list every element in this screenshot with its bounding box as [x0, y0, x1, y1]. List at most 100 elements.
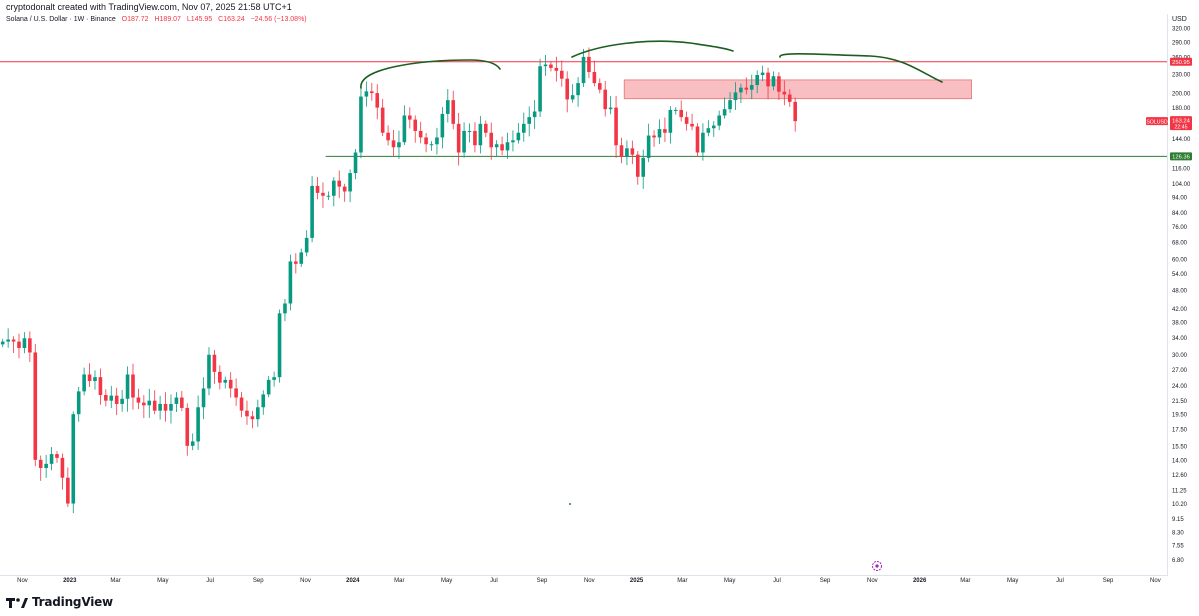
candle — [60, 453, 65, 490]
candle-body — [570, 95, 575, 100]
candle — [304, 230, 309, 257]
candle-body — [706, 128, 711, 133]
candle-body — [152, 400, 157, 411]
candle-body — [527, 117, 532, 124]
candle-body — [71, 414, 76, 504]
candle — [256, 399, 260, 427]
candle-body — [489, 132, 494, 148]
candle-body — [76, 391, 81, 415]
candles-layer — [0, 47, 797, 514]
candle — [505, 132, 510, 159]
candle — [630, 140, 635, 165]
time-tick-label: Jul — [206, 578, 214, 584]
candle — [190, 433, 195, 451]
price-tick-label: 34.00 — [1172, 336, 1188, 342]
candle-body — [315, 185, 320, 193]
candle-body — [456, 123, 461, 153]
candlestick-chart[interactable]: 6.80 7.55 8.30 9.15 10.20 11.25 12.60 14.00 15.5… — [0, 0, 1199, 590]
candle — [581, 48, 586, 88]
candle — [771, 71, 776, 91]
candle — [483, 120, 488, 138]
candle-body — [120, 398, 124, 404]
support-price-tag-text: 126.36 — [1172, 155, 1190, 161]
countdown-text: 22:45 — [1175, 125, 1188, 131]
candle — [728, 92, 732, 113]
candle-body — [294, 261, 298, 264]
candle — [272, 371, 276, 387]
candle — [597, 78, 602, 94]
price-tick-label: 320.00 — [1172, 27, 1191, 33]
candle — [489, 122, 494, 160]
candle-body — [435, 137, 439, 145]
candle-body — [256, 407, 260, 420]
candle — [359, 88, 363, 159]
candle — [147, 388, 152, 418]
candle-body — [728, 100, 732, 110]
candle — [711, 121, 716, 137]
time-axis-divider — [0, 575, 1167, 576]
price-tick-label: 14.00 — [1172, 458, 1188, 464]
candle-body — [592, 72, 597, 84]
candle — [163, 392, 168, 422]
axis-labels-layer: 6.80 7.55 8.30 9.15 10.20 11.25 12.60 14.00 15.5… — [17, 27, 1191, 584]
price-tick-label: 54.00 — [1172, 272, 1188, 278]
candle — [299, 248, 304, 267]
price-tick-label: 21.50 — [1172, 399, 1188, 405]
candle-body — [180, 397, 184, 408]
candle — [635, 151, 640, 185]
candle-body — [657, 129, 662, 138]
candle — [22, 332, 27, 354]
price-axis[interactable] — [1167, 14, 1199, 576]
candle-body — [397, 142, 401, 148]
candle-body — [158, 403, 162, 411]
candle — [348, 169, 352, 203]
candle-body — [288, 261, 293, 304]
support-price-tag-box — [1170, 152, 1192, 161]
candle — [234, 378, 238, 406]
candle-body — [332, 180, 336, 196]
candle — [668, 106, 673, 144]
candle — [266, 376, 271, 398]
price-tick-label: 84.00 — [1172, 211, 1188, 217]
candle-body — [218, 371, 222, 383]
price-tick-label: 68.00 — [1172, 240, 1188, 246]
price-tick-label: 27.00 — [1172, 368, 1188, 374]
candle — [701, 123, 705, 161]
candle-body — [66, 477, 70, 504]
candle-body — [245, 410, 249, 417]
resistance-price-tag-text: 250.95 — [1172, 60, 1190, 66]
price-tick-label: 230.00 — [1172, 72, 1191, 78]
candle-body — [190, 441, 195, 446]
candle-body — [478, 123, 483, 146]
candle — [294, 253, 298, 274]
time-tick-label: Nov — [300, 578, 311, 584]
candle — [342, 183, 347, 202]
candle-body — [299, 252, 304, 264]
candle — [532, 100, 537, 129]
candle — [17, 333, 21, 359]
event-marker-icon — [569, 503, 882, 571]
candle-body — [125, 374, 130, 399]
candle — [152, 390, 157, 415]
candle — [250, 410, 255, 429]
candle — [652, 130, 656, 147]
candle — [353, 149, 358, 180]
candle — [706, 120, 711, 137]
candle-body — [446, 100, 450, 114]
candle-body — [266, 379, 271, 395]
candle-body — [603, 89, 608, 110]
candle — [766, 67, 770, 100]
candle — [158, 395, 162, 420]
price-tick-label: 11.25 — [1172, 489, 1187, 495]
candle-body — [424, 137, 428, 145]
candle — [321, 182, 325, 208]
candle — [614, 95, 618, 158]
candle-body — [283, 303, 287, 314]
candle — [603, 80, 608, 117]
candle — [125, 366, 130, 412]
candle — [337, 170, 342, 199]
candle — [543, 54, 548, 76]
candle — [549, 61, 553, 72]
symbol-name[interactable]: Solana / U.S. Dollar · 1W · Binance — [6, 16, 116, 23]
tradingview-logo-icon — [6, 596, 28, 608]
